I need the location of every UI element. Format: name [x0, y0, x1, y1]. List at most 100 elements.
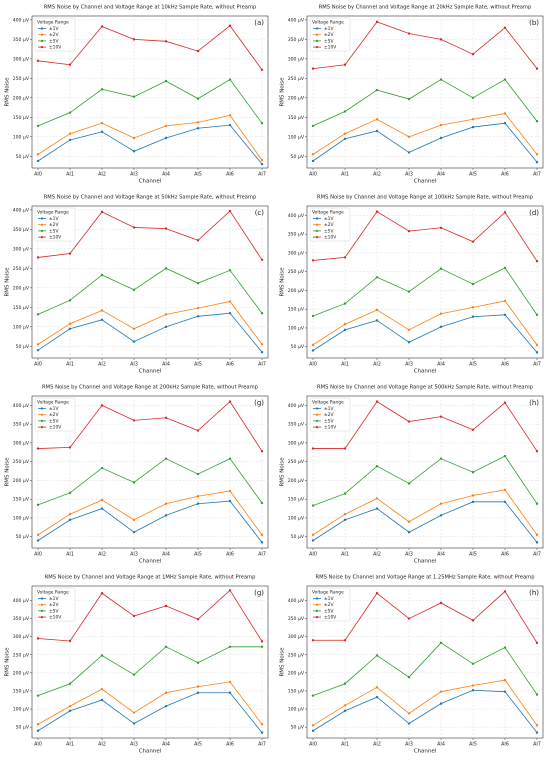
legend-label: ±2V	[324, 412, 333, 418]
data-point	[311, 533, 315, 537]
data-point	[343, 492, 347, 495]
data-point	[100, 498, 104, 502]
x-tick-label: AI1	[66, 362, 74, 368]
y-tick-label: 300 µV	[13, 56, 30, 62]
x-tick-label: AI7	[533, 172, 541, 178]
data-point	[407, 97, 411, 101]
legend-label: ±2V	[49, 32, 58, 38]
data-point	[164, 457, 168, 460]
data-point	[100, 121, 104, 125]
legend-box	[34, 207, 76, 242]
data-point	[36, 153, 40, 156]
legend-marker	[315, 223, 319, 226]
series-line	[37, 490, 263, 536]
y-axis-label: RMS Noise	[5, 647, 11, 677]
y-axis-label: RMS Noise	[280, 647, 286, 677]
y-tick-label: 350 µV	[13, 616, 30, 622]
data-point	[132, 419, 136, 422]
x-axis-label: Channel	[414, 179, 437, 185]
data-point	[68, 111, 72, 114]
data-point	[343, 323, 347, 326]
data-point	[343, 328, 347, 332]
legend-label: ±10V	[49, 615, 61, 621]
data-point	[407, 328, 411, 332]
y-tick-label: 150 µV	[288, 688, 305, 694]
y-tick-label: 400 µV	[288, 17, 305, 23]
data-point	[228, 123, 232, 127]
legend-marker	[40, 33, 44, 36]
y-tick-label: 150 µV	[288, 115, 305, 121]
data-point	[503, 78, 507, 81]
x-tick-label: AI1	[66, 172, 74, 178]
legend-label: ±1V	[49, 26, 58, 32]
data-point	[100, 698, 104, 702]
data-point	[535, 502, 539, 505]
y-tick-label: 200 µV	[13, 285, 30, 291]
data-point	[535, 641, 539, 645]
data-point	[260, 258, 264, 261]
data-point	[535, 724, 539, 727]
panel-label: (g)	[254, 399, 264, 407]
y-axis-label: RMS Noise	[5, 77, 11, 107]
data-point	[535, 533, 539, 537]
legend-box	[34, 587, 76, 622]
y-tick-label: 200 µV	[13, 670, 30, 676]
data-point	[471, 619, 475, 622]
y-tick-label: 50 µV	[291, 154, 305, 160]
series-line	[37, 589, 263, 642]
x-axis-label: Channel	[139, 369, 162, 375]
data-point	[196, 127, 200, 130]
data-point	[196, 121, 200, 124]
data-point	[260, 731, 264, 734]
series-line	[37, 114, 263, 161]
data-point	[439, 38, 443, 41]
data-point	[439, 690, 443, 693]
data-point	[471, 500, 475, 504]
data-point	[311, 349, 315, 352]
data-point	[36, 349, 40, 352]
data-point	[164, 136, 168, 140]
data-point	[228, 499, 232, 503]
legend-marker	[315, 413, 319, 416]
data-point	[343, 256, 347, 259]
y-tick-label: 50 µV	[291, 725, 305, 731]
data-point	[196, 618, 200, 621]
chart-title: RMS Noise by Channel and Voltage Range a…	[45, 575, 256, 581]
legend-marker	[315, 419, 319, 422]
data-point	[375, 497, 379, 500]
series-line	[37, 25, 263, 71]
data-point	[311, 447, 315, 450]
x-axis-label: Channel	[414, 559, 437, 565]
chart-panel: RMS Noise by Channel and Voltage Range a…	[5, 5, 269, 185]
x-tick-label: AI4	[437, 552, 445, 558]
y-tick-label: 150 µV	[13, 497, 30, 503]
data-point	[471, 306, 475, 309]
series-line	[37, 692, 263, 733]
x-tick-label: AI6	[501, 552, 509, 558]
legend-marker	[315, 407, 319, 410]
data-point	[196, 691, 200, 694]
data-point	[439, 601, 443, 605]
legend-marker	[40, 616, 44, 619]
legend-label: ±5V	[49, 38, 58, 44]
y-tick-label: 250 µV	[13, 652, 30, 658]
y-tick-label: 200 µV	[13, 478, 30, 484]
data-point	[535, 449, 539, 453]
legend-label: ±10V	[49, 45, 61, 51]
data-point	[36, 59, 40, 63]
data-point	[164, 267, 168, 270]
x-tick-label: AI1	[341, 362, 349, 368]
data-point	[132, 136, 136, 140]
legend-label: ±2V	[49, 602, 58, 608]
legend-label: ±1V	[324, 216, 333, 222]
data-point	[407, 341, 411, 344]
legend-label: ±2V	[324, 32, 333, 38]
data-point	[164, 79, 168, 83]
x-tick-label: AI5	[194, 552, 202, 558]
legend-marker	[315, 236, 319, 239]
data-point	[196, 97, 200, 100]
series-line	[312, 267, 538, 317]
y-axis-label: RMS Noise	[280, 457, 286, 487]
data-point	[196, 685, 200, 688]
data-point	[471, 52, 475, 56]
